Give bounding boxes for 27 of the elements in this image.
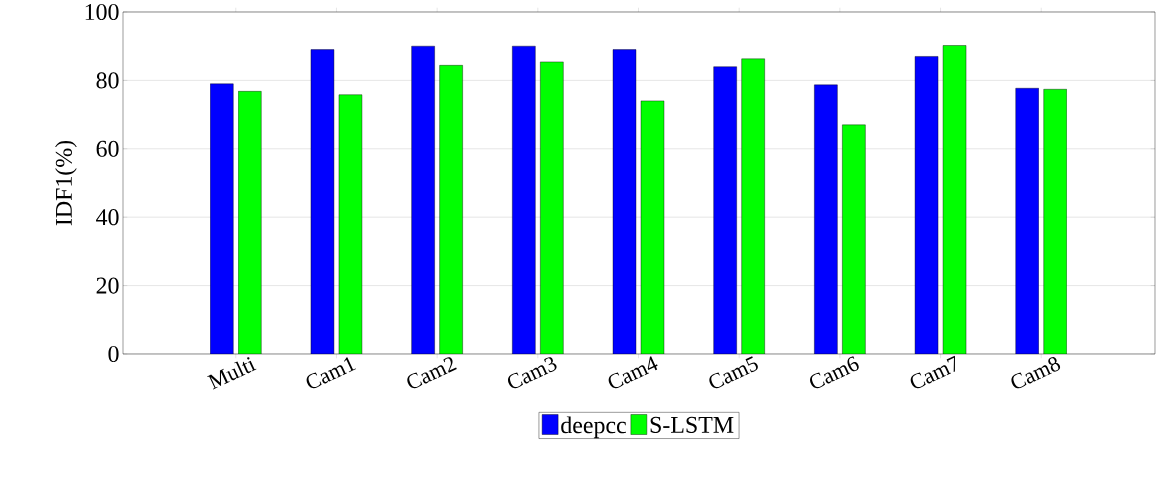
bar	[1015, 88, 1039, 354]
x-tick-label: Cam8	[1011, 357, 1061, 389]
bar	[612, 49, 637, 354]
x-tick-label: Cam1	[306, 357, 357, 389]
y-tick-label: 0	[108, 345, 119, 363]
x-tick-label: Cam7	[910, 355, 955, 389]
legend-label: deepcc	[561, 416, 626, 439]
x-tick-label: Cam6	[810, 356, 859, 389]
y-tick-label: 40	[96, 209, 119, 226]
x-tick-label: Cam2	[407, 357, 457, 389]
bar	[310, 49, 335, 354]
bar	[210, 83, 234, 354]
x-tick-label: Multi	[207, 357, 257, 390]
y-tick-label: 100	[85, 3, 119, 21]
x-tick-label: Cam3	[507, 357, 557, 389]
x-tick-label: Cam5	[709, 356, 758, 389]
bar	[914, 56, 939, 354]
bar	[512, 45, 536, 354]
legend-label: S-LSTM	[650, 416, 734, 433]
x-tick-label: Cam4	[608, 356, 658, 389]
bar	[814, 84, 838, 354]
y-tick-label: 60	[96, 140, 119, 157]
bar	[713, 66, 737, 354]
y-axis-title: IDF1(%)	[55, 140, 77, 226]
y-tick-label: 20	[96, 277, 119, 294]
bar	[411, 45, 435, 354]
y-tick-label: 80	[96, 72, 119, 89]
